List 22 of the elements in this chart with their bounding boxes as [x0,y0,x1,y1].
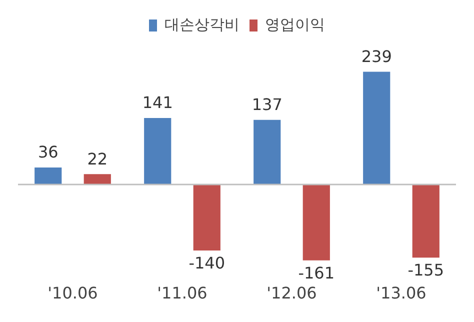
data-label: 137 [252,95,282,114]
data-label: -140 [188,254,226,273]
data-label: -155 [408,260,444,280]
legend-label: 대손상각비 [164,15,240,34]
bar [363,72,390,184]
bar [302,184,330,260]
bar [254,120,281,184]
bar [412,184,440,258]
bar [84,174,111,184]
bar [144,118,172,184]
x-tick-label: '12.06 [266,284,317,303]
data-label: 141 [142,93,173,112]
data-label: 36 [38,142,58,162]
data-label: 239 [361,46,392,66]
legend-label: 영업이익 [265,15,325,34]
x-tick-label: '13.06 [376,284,426,303]
x-tick-label: '11.06 [157,284,208,303]
bar [34,168,62,184]
data-label: 22 [87,149,108,168]
x-tick-label: '10.06 [48,284,98,303]
bar [193,184,220,251]
data-label: -161 [298,264,335,283]
